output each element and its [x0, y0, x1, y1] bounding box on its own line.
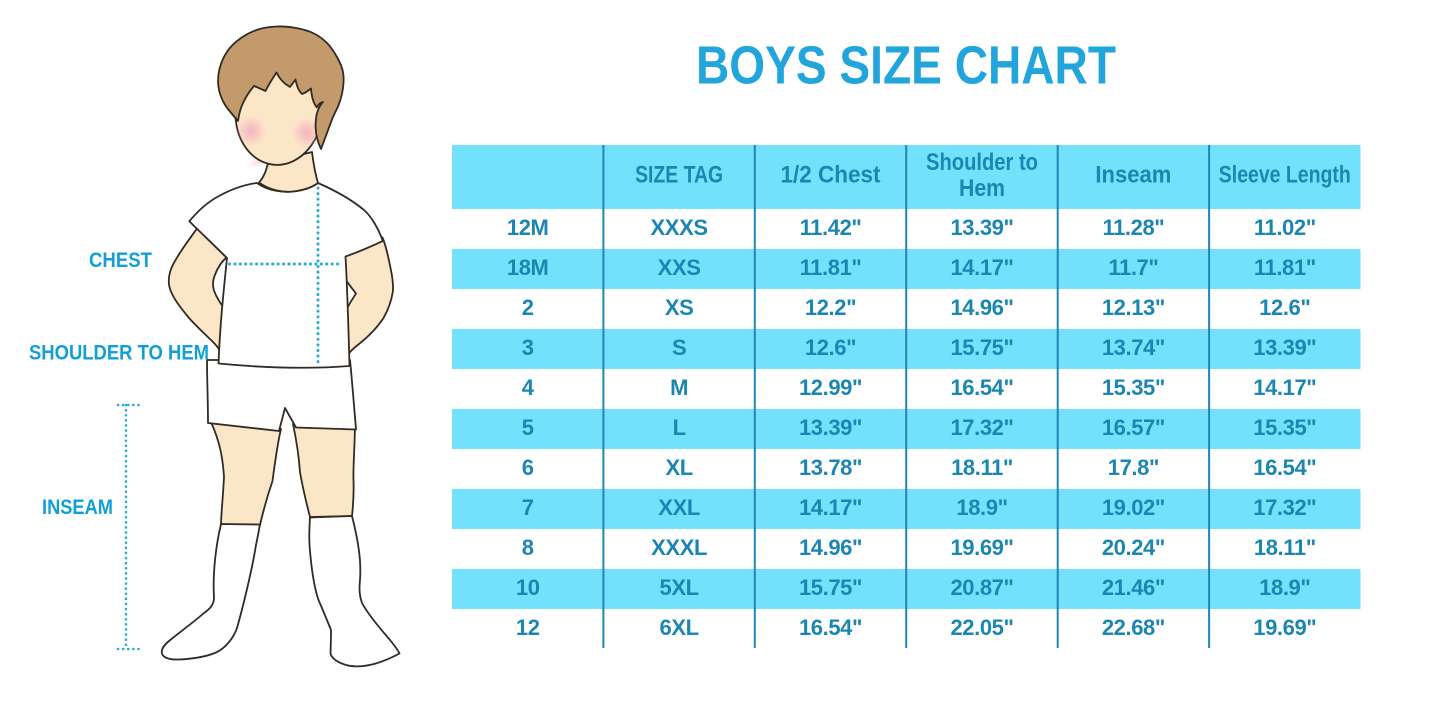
svg-text:15.35": 15.35" — [1253, 415, 1316, 440]
svg-text:CHEST: CHEST — [89, 248, 152, 272]
svg-text:17.32": 17.32" — [1253, 495, 1316, 520]
svg-text:18.9": 18.9" — [956, 495, 1007, 520]
svg-text:15.35": 15.35" — [1102, 375, 1165, 400]
svg-text:18.11": 18.11" — [951, 455, 1013, 480]
svg-text:16.54": 16.54" — [799, 615, 862, 640]
svg-text:15.75": 15.75" — [950, 335, 1013, 360]
svg-text:21.46": 21.46" — [1102, 575, 1165, 600]
svg-text:6: 6 — [522, 455, 534, 480]
svg-text:5XL: 5XL — [660, 575, 699, 600]
svg-text:4: 4 — [522, 375, 535, 400]
svg-text:11.7": 11.7" — [1108, 255, 1158, 280]
svg-text:11.02": 11.02" — [1254, 215, 1316, 240]
svg-text:11.81": 11.81" — [800, 255, 862, 280]
svg-text:12: 12 — [516, 615, 540, 640]
svg-text:13.39": 13.39" — [950, 215, 1013, 240]
svg-text:XXXL: XXXL — [651, 535, 707, 560]
svg-text:XL: XL — [665, 455, 692, 480]
svg-text:M: M — [670, 375, 688, 400]
svg-text:7: 7 — [522, 495, 534, 520]
svg-text:12M: 12M — [507, 215, 549, 240]
svg-text:18M: 18M — [507, 255, 549, 280]
svg-text:Inseam: Inseam — [1095, 162, 1171, 189]
svg-text:13.74": 13.74" — [1102, 335, 1165, 360]
svg-text:11.42": 11.42" — [800, 215, 862, 240]
svg-text:18.11": 18.11" — [1254, 535, 1316, 560]
svg-text:BOYS SIZE CHART: BOYS SIZE CHART — [696, 36, 1116, 96]
svg-text:10: 10 — [516, 575, 540, 600]
svg-text:8: 8 — [522, 535, 534, 560]
svg-text:13.39": 13.39" — [1253, 335, 1316, 360]
svg-text:XXXS: XXXS — [651, 215, 708, 240]
svg-text:19.69": 19.69" — [950, 535, 1013, 560]
svg-text:19.02": 19.02" — [1102, 495, 1165, 520]
svg-text:1/2 Chest: 1/2 Chest — [781, 162, 881, 189]
svg-text:L: L — [673, 415, 686, 440]
svg-text:11.28": 11.28" — [1102, 215, 1164, 240]
svg-text:12.13": 12.13" — [1102, 295, 1165, 320]
svg-text:16.54": 16.54" — [1253, 455, 1316, 480]
svg-text:17.32": 17.32" — [950, 415, 1013, 440]
svg-text:12.6": 12.6" — [1259, 295, 1310, 320]
svg-text:SHOULDER TO HEM: SHOULDER TO HEM — [29, 341, 209, 365]
svg-text:11.81": 11.81" — [1254, 255, 1316, 280]
svg-text:14.17": 14.17" — [1253, 375, 1316, 400]
svg-text:13.39": 13.39" — [799, 415, 862, 440]
svg-text:3: 3 — [522, 335, 534, 360]
svg-text:18.9": 18.9" — [1259, 575, 1310, 600]
svg-text:20.24": 20.24" — [1102, 535, 1165, 560]
svg-text:14.96": 14.96" — [950, 295, 1013, 320]
svg-text:SIZE TAG: SIZE TAG — [635, 162, 723, 189]
svg-text:5: 5 — [522, 415, 534, 440]
svg-text:15.75": 15.75" — [799, 575, 862, 600]
svg-text:12.99": 12.99" — [799, 375, 862, 400]
svg-text:14.96": 14.96" — [799, 535, 862, 560]
svg-text:INSEAM: INSEAM — [42, 495, 113, 519]
svg-text:22.68": 22.68" — [1102, 615, 1165, 640]
svg-text:6XL: 6XL — [660, 615, 699, 640]
svg-text:S: S — [672, 335, 686, 360]
svg-text:Hem: Hem — [959, 175, 1005, 202]
svg-text:14.17": 14.17" — [950, 255, 1013, 280]
svg-text:22.05": 22.05" — [950, 615, 1013, 640]
svg-text:19.69": 19.69" — [1253, 615, 1316, 640]
svg-text:Sleeve Length: Sleeve Length — [1219, 162, 1351, 189]
svg-text:16.54": 16.54" — [950, 375, 1013, 400]
svg-text:13.78": 13.78" — [799, 455, 862, 480]
svg-text:17.8": 17.8" — [1108, 455, 1159, 480]
svg-text:XXL: XXL — [658, 495, 700, 520]
svg-text:12.2": 12.2" — [805, 295, 856, 320]
svg-text:XS: XS — [665, 295, 694, 320]
svg-text:Shoulder to: Shoulder to — [926, 149, 1038, 176]
svg-text:XXS: XXS — [658, 255, 701, 280]
svg-text:2: 2 — [522, 295, 534, 320]
svg-text:12.6": 12.6" — [805, 335, 856, 360]
svg-text:14.17": 14.17" — [799, 495, 862, 520]
svg-text:16.57": 16.57" — [1102, 415, 1165, 440]
svg-text:20.87": 20.87" — [950, 575, 1013, 600]
